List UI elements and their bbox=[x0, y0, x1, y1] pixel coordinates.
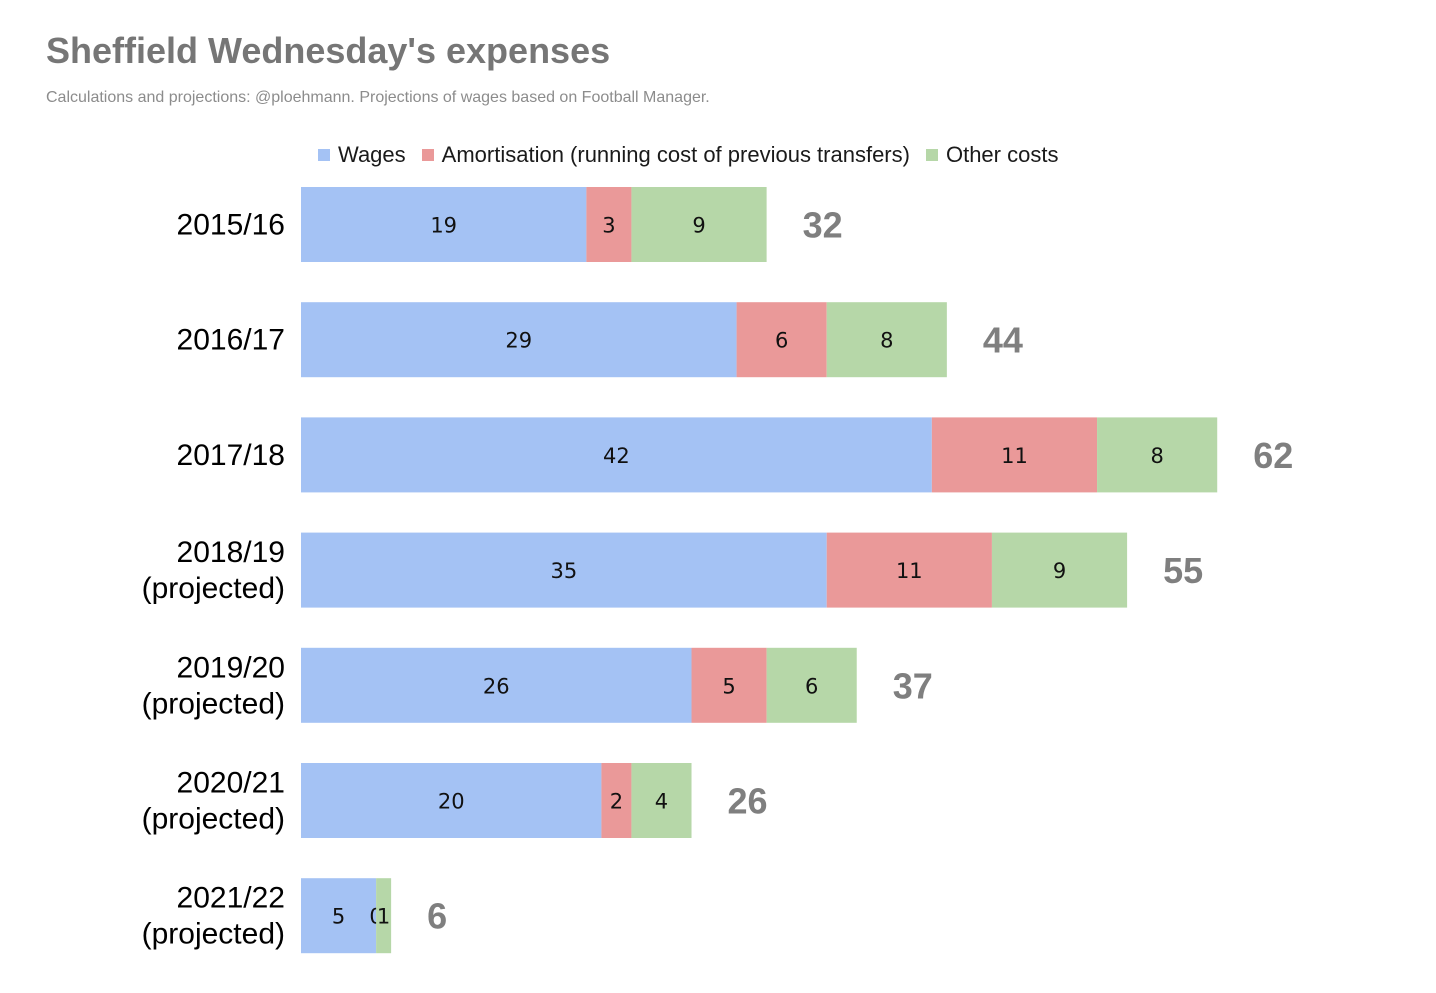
data-label-other-costs: 1 bbox=[377, 905, 390, 929]
bar-segment-other-costs bbox=[631, 763, 692, 838]
legend-item-wages: Wages bbox=[318, 142, 406, 168]
chart-title: Sheffield Wednesday's expenses bbox=[46, 30, 611, 71]
bar-segment-other-costs bbox=[631, 187, 767, 262]
data-label-amortisation: 11 bbox=[896, 559, 923, 583]
data-label-other-costs: 8 bbox=[1150, 444, 1163, 468]
bar-segment-amortisation bbox=[736, 302, 827, 378]
legend-swatch-wages bbox=[318, 149, 330, 161]
bar-segment-wages bbox=[301, 763, 602, 838]
data-label-wages: 19 bbox=[430, 214, 457, 238]
bar-segment-wages bbox=[301, 532, 827, 608]
total-label: 44 bbox=[983, 320, 1023, 361]
data-label-other-costs: 6 bbox=[805, 674, 818, 698]
bar-segment-amortisation bbox=[586, 187, 632, 262]
bar-segment-other-costs bbox=[766, 647, 857, 723]
bar-segment-other-costs bbox=[991, 532, 1128, 608]
bar-segment-other-costs bbox=[376, 878, 392, 954]
legend-label-other-costs: Other costs bbox=[945, 142, 1059, 167]
legend-item-amortisation: Amortisation (running cost of previous t… bbox=[421, 142, 910, 168]
category-label-line: 2017/18 bbox=[177, 439, 285, 472]
category-label-line: (projected) bbox=[142, 918, 285, 951]
category-label-line: 2015/16 bbox=[177, 209, 285, 242]
bar-segment-other-costs bbox=[1097, 417, 1218, 493]
legend: Wages Amortisation (running cost of prev… bbox=[318, 142, 1074, 168]
bar-segment-amortisation bbox=[601, 763, 632, 838]
total-label: 26 bbox=[728, 781, 768, 822]
data-label-wages: 35 bbox=[550, 559, 577, 583]
bar-segment-other-costs bbox=[826, 302, 947, 378]
category-label-line: 2021/22 bbox=[177, 882, 285, 915]
category-label-line: 2018/19 bbox=[177, 536, 285, 569]
data-label-other-costs: 4 bbox=[655, 790, 668, 814]
category-label-line: (projected) bbox=[142, 687, 285, 720]
bar-segment-amortisation bbox=[931, 417, 1098, 493]
total-label: 62 bbox=[1253, 435, 1293, 476]
category-label-line: (projected) bbox=[142, 572, 285, 605]
category-label-line: (projected) bbox=[142, 803, 285, 836]
total-label: 32 bbox=[803, 205, 843, 246]
total-label: 55 bbox=[1163, 550, 1203, 591]
data-label-wages: 26 bbox=[483, 674, 510, 698]
total-label: 6 bbox=[427, 896, 447, 937]
data-label-amortisation: 6 bbox=[775, 329, 788, 353]
data-label-wages: 5 bbox=[332, 905, 345, 929]
legend-swatch-amortisation bbox=[421, 149, 434, 161]
bar-segment-amortisation bbox=[826, 532, 992, 608]
bar-segment-amortisation bbox=[691, 647, 767, 723]
category-label-line: 2020/21 bbox=[177, 767, 285, 800]
category-label-line: 2016/17 bbox=[177, 324, 285, 357]
legend-label-amortisation: Amortisation (running cost of previous t… bbox=[441, 142, 910, 167]
category-label-line: 2019/20 bbox=[177, 651, 285, 684]
data-label-other-costs: 8 bbox=[880, 329, 893, 353]
bar-segment-wages bbox=[301, 647, 692, 723]
data-label-wages: 20 bbox=[438, 790, 465, 814]
category-label: 2017/18 bbox=[177, 439, 285, 472]
bar-segment-wages bbox=[301, 302, 737, 378]
data-label-amortisation: 3 bbox=[602, 214, 615, 238]
category-label: 2020/21 (projected) bbox=[142, 767, 285, 836]
legend-label-wages: Wages bbox=[338, 142, 406, 167]
legend-item-other-costs: Other costs bbox=[925, 142, 1059, 168]
data-label-wages: 29 bbox=[505, 329, 532, 353]
chart-subtitle: Calculations and projections: @ploehmann… bbox=[46, 89, 710, 106]
category-label: 2015/16 bbox=[177, 209, 285, 242]
category-label: 2021/22 (projected) bbox=[142, 882, 285, 951]
data-label-amortisation: 2 bbox=[610, 790, 623, 814]
category-label: 2018/19 (projected) bbox=[142, 536, 285, 605]
bar-segment-wages bbox=[301, 878, 377, 954]
data-label-other-costs: 9 bbox=[692, 214, 705, 238]
data-label-amortisation: 5 bbox=[722, 674, 735, 698]
bar-segment-wages bbox=[301, 187, 587, 262]
data-label-wages: 42 bbox=[603, 444, 630, 468]
data-label-other-costs: 9 bbox=[1053, 559, 1066, 583]
bar-segment-wages bbox=[301, 417, 932, 493]
total-label: 37 bbox=[893, 665, 933, 706]
category-label: 2016/17 bbox=[177, 324, 285, 357]
category-label: 2019/20 (projected) bbox=[142, 651, 285, 720]
legend-swatch-other-costs bbox=[925, 149, 938, 161]
data-label-amortisation: 11 bbox=[1001, 444, 1028, 468]
